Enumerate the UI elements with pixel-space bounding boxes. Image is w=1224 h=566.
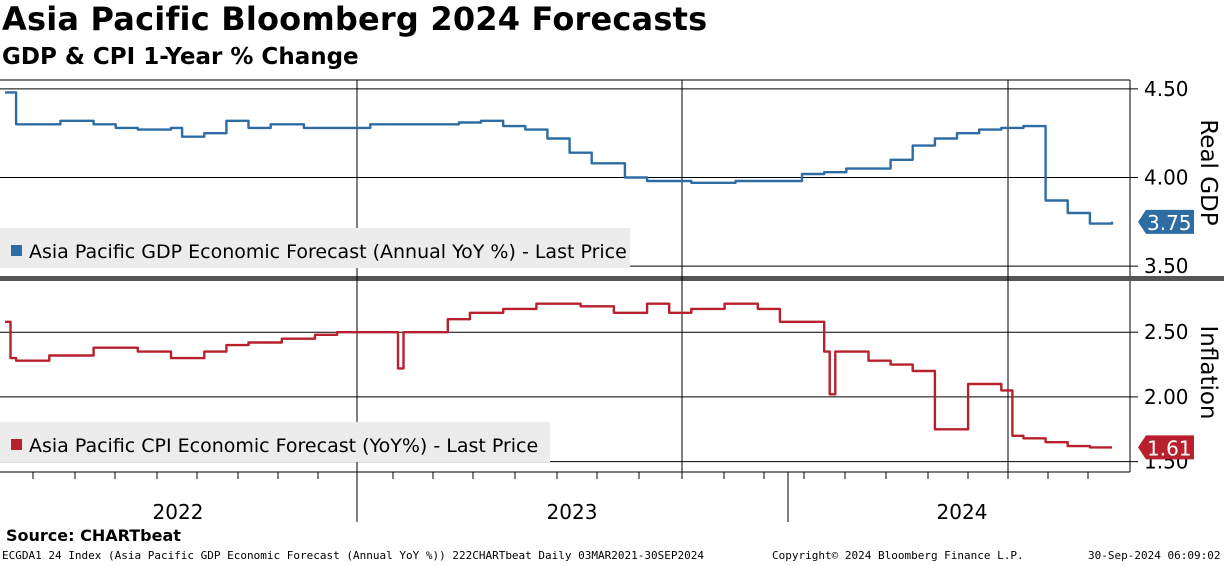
- y-axis-title: Inflation: [1195, 326, 1221, 420]
- last-value-label: 1.61: [1147, 436, 1192, 460]
- legend-swatch: [11, 439, 22, 450]
- legend-swatch: [11, 245, 22, 256]
- series-line: [5, 302, 1112, 449]
- source-label: Source: CHARTbeat: [6, 526, 181, 545]
- series-line: [5, 91, 1114, 225]
- footer-copyright: Copyright© 2024 Bloomberg Finance L.P.: [772, 549, 1024, 562]
- legend-box: [0, 422, 550, 462]
- chart-subtitle: GDP & CPI 1-Year % Change: [2, 44, 359, 70]
- legend-box: [0, 228, 630, 268]
- y-tick-label: 2.00: [1144, 385, 1189, 409]
- y-tick-label: 4.00: [1144, 166, 1189, 190]
- footer-timestamp: 30-Sep-2024 06:09:02: [1088, 549, 1221, 562]
- last-value-label: 3.75: [1147, 211, 1192, 235]
- x-year-label: 2022: [153, 500, 204, 524]
- x-year-label: 2024: [937, 500, 988, 524]
- last-value-tag: [1138, 209, 1194, 234]
- footer-ticker-info: ECGDA1 24 Index (Asia Pacific GDP Econom…: [2, 549, 704, 562]
- panel-divider: [0, 276, 1224, 281]
- x-year-label: 2023: [547, 500, 598, 524]
- legend-label: Asia Pacific CPI Economic Forecast (YoY%…: [29, 435, 538, 457]
- chart-title: Asia Pacific Bloomberg 2024 Forecasts: [2, 0, 708, 38]
- last-value-tag: [1138, 435, 1194, 460]
- y-tick-label: 2.50: [1144, 320, 1189, 344]
- y-axis-title: Real GDP: [1195, 119, 1221, 225]
- y-tick-label: 4.50: [1144, 77, 1189, 101]
- legend-label: Asia Pacific GDP Economic Forecast (Annu…: [29, 241, 627, 263]
- y-tick-label: 3.50: [1144, 254, 1189, 278]
